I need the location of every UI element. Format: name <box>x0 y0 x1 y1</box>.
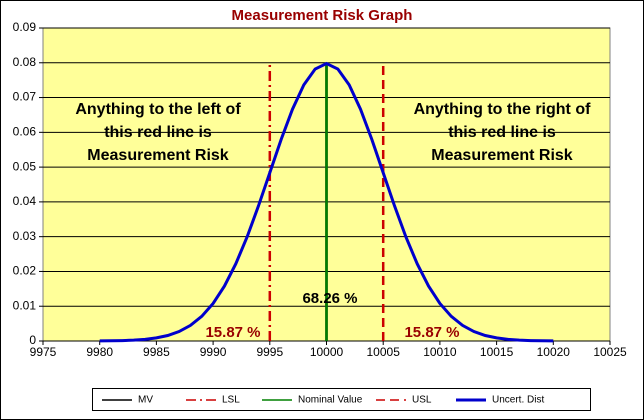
y-tick-label: 0.09 <box>13 20 37 34</box>
x-tick-label: 10000 <box>310 345 344 359</box>
annotation: 15.87 % <box>205 324 260 341</box>
annotation: Anything to the right of <box>414 101 592 118</box>
x-tick-label: 10020 <box>537 345 571 359</box>
y-tick-label: 0.04 <box>13 194 37 208</box>
x-tick-label: 10010 <box>423 345 457 359</box>
annotation: Anything to the left of <box>75 101 241 118</box>
legend-label: Nominal Value <box>298 395 363 406</box>
y-tick-label: 0.02 <box>13 264 37 278</box>
y-tick-label: 0.07 <box>13 90 37 104</box>
legend-box <box>92 388 591 411</box>
legend-label: LSL <box>222 395 240 406</box>
distribution-curve <box>99 61 554 343</box>
x-tick-label: 10025 <box>593 345 627 359</box>
x-tick-label: 10015 <box>480 345 514 359</box>
y-tick-label: 0.03 <box>13 229 37 243</box>
x-tick-label: 9975 <box>30 345 57 359</box>
legend-label: MV <box>138 395 153 406</box>
y-tick-label: 0.06 <box>13 125 37 139</box>
annotation: 15.87 % <box>404 324 459 341</box>
y-tick-label: 0.01 <box>13 298 37 312</box>
x-tick-label: 9990 <box>200 345 227 359</box>
chart-title: Measurement Risk Graph <box>232 7 413 24</box>
annotation: this red line is <box>104 124 212 141</box>
x-tick-label: 9995 <box>256 345 283 359</box>
annotation: Measurement Risk <box>87 147 228 164</box>
y-tick-label: 0.05 <box>13 159 37 173</box>
annotation: this red line is <box>448 124 556 141</box>
x-tick-label: 9985 <box>143 345 170 359</box>
legend-label: USL <box>412 395 432 406</box>
legend-label: Uncert. Dist <box>492 395 544 406</box>
y-tick-label: 0.08 <box>13 55 37 69</box>
annotation: Measurement Risk <box>431 147 572 164</box>
x-tick-label: 10005 <box>367 345 401 359</box>
x-tick-label: 9980 <box>86 345 113 359</box>
y-tick-label: 0 <box>29 333 36 347</box>
annotation: 68.26 % <box>302 290 357 307</box>
